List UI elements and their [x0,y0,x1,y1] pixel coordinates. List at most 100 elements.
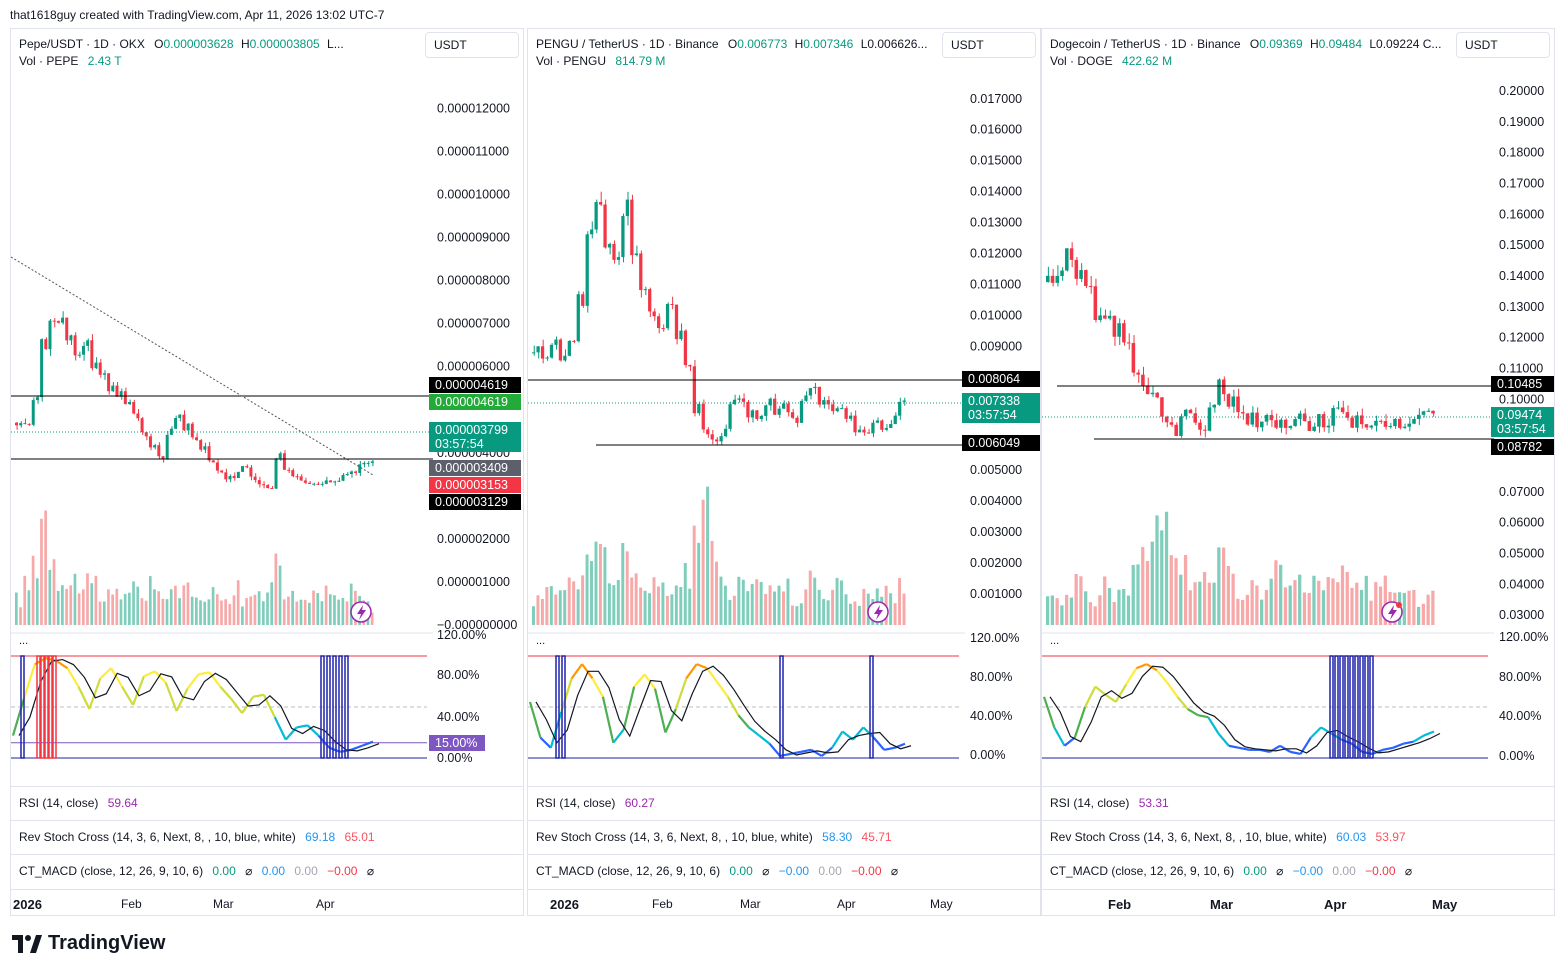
candle-body [1431,410,1435,414]
price-chart-svg[interactable]: 0.000012000 0.000011000 0.000010000 0.00000… [11,29,524,889]
symbol-legend: PENGU / TetherUS · 1D · Binance O0.00677… [536,37,936,51]
candle-body [1260,421,1264,428]
candle-body [94,362,98,369]
price-chart-svg[interactable]: 0.20000 0.19000 0.18000 0.17000 0.16000 0.150… [1042,29,1555,889]
stoch-legend[interactable]: Rev Stoch Cross (14, 3, 6, Next, 8, , 10… [528,820,1040,854]
candle-body [1098,315,1102,320]
y-axis-tick-label: 0.14000 [1499,269,1544,283]
candle-body [211,460,215,463]
chart-panel-pepe[interactable]: 0.000012000 0.000011000 0.000010000 0.00000… [10,28,524,916]
candle-body [822,400,826,405]
candle-body [98,362,102,375]
symbol-title[interactable]: Dogecoin / TetherUS · 1D · Binance [1050,37,1241,51]
symbol-title[interactable]: PENGU / TetherUS · 1D · Binance [536,37,719,51]
stoch-legend[interactable]: Rev Stoch Cross (14, 3, 6, Next, 8, , 10… [1042,820,1554,854]
time-axis[interactable]: Feb Mar Apr May [1042,889,1554,915]
y-axis-tick-label: 0.017000 [970,92,1022,106]
volume-bar [1241,600,1245,625]
currency-button[interactable]: USDT [425,32,519,58]
time-label: Apr [1324,897,1347,912]
y-axis-tick-label: 0.18000 [1499,146,1544,160]
volume-bar [737,576,741,625]
price-chart-svg[interactable]: 0.017000 0.016000 0.015000 0.014000 0.013000… [528,29,1041,889]
candle-body [554,339,558,345]
volume-label[interactable]: Vol · PENGU [536,54,607,68]
chart-panel-pengu[interactable]: 0.017000 0.016000 0.015000 0.014000 0.013000… [527,28,1041,916]
candle-body [266,485,270,488]
volume-bar [808,570,812,625]
indicator-more-dots[interactable]: ... [536,635,546,647]
time-axis[interactable]: 2026 Feb Mar Apr May [528,889,1040,915]
chart-panel-doge[interactable]: 0.20000 0.19000 0.18000 0.17000 0.16000 0.150… [1041,28,1555,916]
volume-bar [241,606,244,625]
macd-value-4: −0.00 [1365,864,1396,878]
stoch-k-segment [1217,732,1230,747]
open-value: 0.006773 [737,37,788,51]
candle-body [157,445,161,457]
stoch-value-2: 45.71 [861,830,892,844]
candle-body [590,229,594,235]
volume-bar [603,547,607,625]
candle-body [692,366,696,414]
candle-body [270,487,274,489]
tradingview-logo-icon [12,934,42,953]
rsi-legend[interactable]: RSI (14, close) 60.27 [528,786,1040,820]
candle-body [1202,429,1207,431]
stoch-signal-bar [52,655,57,759]
candle-body [182,414,186,431]
volume-bar [291,590,294,625]
candle-body [61,317,65,323]
macd-legend[interactable]: CT_MACD (close, 12, 26, 9, 10, 6) 0.00 ⌀… [1042,854,1554,888]
volume-bar [572,581,576,625]
stoch-legend[interactable]: Rev Stoch Cross (14, 3, 6, Next, 8, , 10… [11,820,523,854]
volume-bar [1302,592,1307,625]
indicator-more-dots[interactable]: ... [1050,635,1060,647]
volume-bar [782,591,785,625]
candle-body [86,340,90,346]
volume-bar [115,588,119,625]
volume-bar [612,585,616,625]
stoch-k-segment [306,724,320,737]
volume-value: 814.79 M [615,54,666,68]
volume-bar [144,600,148,625]
tradingview-logo[interactable]: TradingView [12,932,165,955]
stoch-k-segment [737,714,750,729]
open-value: 0.09369 [1259,37,1303,51]
stoch-k-segment [1187,708,1199,717]
volume-label[interactable]: Vol · DOGE [1050,54,1113,68]
time-axis[interactable]: 2026 Feb Mar Apr [11,889,523,915]
rsi-legend[interactable]: RSI (14, close) 53.31 [1042,786,1554,820]
symbol-title[interactable]: Pepe/USDT · 1D · OKX [19,37,145,51]
volume-label[interactable]: Vol · PEPE [19,54,79,68]
high-label: H [240,37,250,51]
volume-bar [786,578,790,625]
volume-bar [295,601,299,625]
volume-bar [889,593,893,625]
tradingview-logo-text: TradingView [48,932,166,954]
time-label: May [1432,897,1458,912]
currency-button[interactable]: USDT [1456,32,1550,58]
time-label: Mar [1210,897,1234,912]
osc-axis-label: 0.00% [970,748,1005,762]
indicator-more-dots[interactable]: ... [19,635,29,647]
volume-bar [1069,597,1074,625]
volume-bar [563,590,567,625]
legend-trail: L0.006626... [860,37,928,51]
currency-button[interactable]: USDT [942,32,1036,58]
y-axis-tick-label: 0.13000 [1499,300,1544,314]
candle-body [848,415,853,419]
candle-body [545,357,549,359]
stoch-k-segment [716,681,729,698]
macd-legend[interactable]: CT_MACD (close, 12, 26, 9, 10, 6) 0.00 ⌀… [11,854,523,888]
y-axis-tick-label: 0.005000 [970,463,1022,477]
candle-body [728,404,732,429]
volume-bar [1155,515,1159,625]
stoch-signal-bar [40,655,45,759]
rsi-legend[interactable]: RSI (14, close) 59.64 [11,786,523,820]
candle-body [773,398,777,415]
candle-body [81,345,85,355]
stoch-signal-bar [332,655,337,759]
volume-bar [1236,598,1240,625]
macd-legend[interactable]: CT_MACD (close, 12, 26, 9, 10, 6) 0.00 ⌀… [528,854,1040,888]
volume-bar [128,592,131,625]
